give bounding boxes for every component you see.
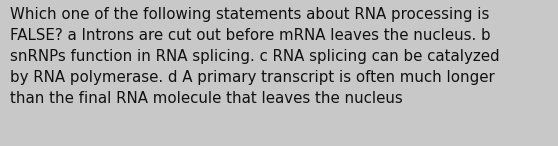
Text: Which one of the following statements about RNA processing is
FALSE? a Introns a: Which one of the following statements ab… bbox=[10, 7, 499, 106]
